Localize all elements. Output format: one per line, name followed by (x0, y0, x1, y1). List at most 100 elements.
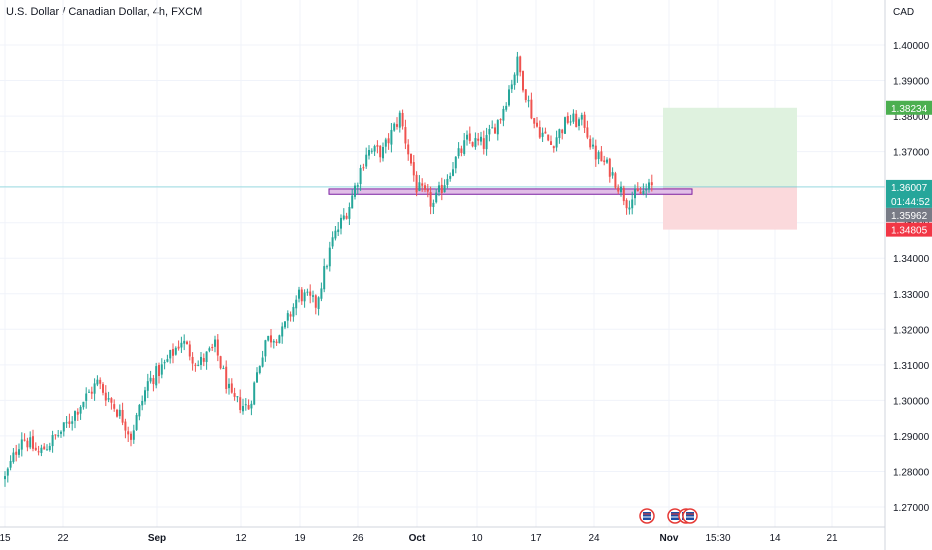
stop-price-tag-text: 1.34805 (891, 226, 928, 237)
candle-body (135, 415, 138, 430)
candle-body (575, 113, 578, 128)
candle-body (628, 207, 631, 210)
candle-body (233, 393, 236, 397)
candle-body (32, 436, 34, 449)
price-tick-label: 1.40000 (893, 41, 930, 52)
candle-body (202, 358, 205, 362)
candle-body (40, 447, 43, 453)
candle-body (124, 421, 127, 431)
price-tick-label: 1.38000 (893, 112, 930, 123)
candle-body (261, 357, 264, 367)
us-flag-icon[interactable] (639, 508, 655, 524)
candle-body (421, 183, 424, 186)
candle-body (242, 406, 244, 412)
grid (0, 0, 885, 527)
candle-body (26, 440, 29, 448)
candle-body (547, 134, 550, 141)
time-tick-label: 17 (530, 533, 542, 544)
candle-body (4, 476, 6, 480)
candle-body (121, 409, 124, 423)
time-axis[interactable]: 15 22 Sep 12 19 26 Oct 10 17 24 Nov 15:30 14 21 (0, 526, 885, 544)
candle-body (572, 113, 575, 122)
candle-body (648, 182, 650, 190)
candle-body (323, 266, 326, 290)
currency-label: CAD (893, 7, 914, 18)
candle-body (435, 192, 438, 203)
candle-body (510, 84, 513, 90)
candle-body (625, 200, 628, 209)
candle-body (163, 362, 166, 364)
candle-body (34, 447, 37, 451)
candle-body (71, 421, 74, 424)
candle-body (340, 217, 342, 229)
candle-body (617, 187, 620, 192)
us-flag-icon[interactable] (682, 508, 698, 524)
price-tick-label: 1.32000 (893, 325, 930, 336)
stop-price-tag-bg (886, 222, 932, 237)
zones-layer (0, 107, 885, 230)
candle-body (368, 150, 370, 156)
candle-body (6, 468, 9, 476)
flag-canton (686, 512, 694, 520)
candle-body (345, 215, 348, 219)
candle-body (188, 344, 191, 357)
candle-body (15, 451, 18, 455)
candle-body (496, 120, 499, 135)
price-axis[interactable]: CAD 1.27000 1.28000 1.29000 1.30000 1.31000 1.… (884, 0, 930, 550)
candle-body (592, 144, 594, 147)
time-tick-label: 19 (294, 533, 306, 544)
candle-body (317, 297, 320, 309)
candle-body (76, 411, 79, 415)
candle-body (370, 150, 373, 152)
time-tick-label: 22 (57, 533, 69, 544)
candle-body (362, 167, 365, 169)
candle-body (169, 349, 172, 359)
candle-body (650, 182, 653, 186)
candle-body (144, 390, 146, 402)
candle-body (594, 145, 597, 160)
candle-body (292, 306, 295, 317)
candle-body (65, 422, 68, 424)
candle-body (60, 431, 62, 434)
candle-body (289, 314, 292, 317)
support-zone (328, 188, 693, 195)
candle-body (334, 230, 337, 239)
candle-body (516, 56, 519, 76)
candle-body (286, 313, 289, 321)
candle-body (160, 364, 163, 375)
candle-body (267, 335, 270, 341)
candle-body (513, 74, 516, 86)
zone-price-tag-bg (886, 207, 932, 222)
candle-body (205, 351, 208, 363)
candle-body (342, 215, 345, 220)
candle-body (264, 340, 267, 357)
candle-body (527, 100, 530, 102)
candle-body (446, 178, 449, 185)
candle-body (82, 401, 85, 408)
candle-body (536, 122, 538, 127)
candle-body (281, 326, 284, 337)
flag-canton (671, 512, 679, 520)
candle-body (93, 383, 96, 394)
price-tags: 1.38234 1.36007 01:44:52 1.35962 1.34805 (886, 100, 932, 237)
candle-body (412, 162, 415, 176)
candle-body (284, 321, 286, 328)
candle-body (68, 421, 71, 424)
candle-body (393, 123, 396, 131)
candle-body (43, 446, 46, 450)
candle-body (485, 135, 488, 150)
price-tick-label: 1.29000 (893, 432, 930, 443)
candle-body (74, 411, 76, 421)
price-tick-label: 1.30000 (893, 396, 930, 407)
candle-body (552, 146, 555, 149)
candle-body (102, 384, 104, 393)
candle-body (138, 404, 141, 417)
candle-body (236, 396, 239, 398)
candle-body (597, 152, 600, 160)
candle-body (645, 189, 648, 191)
price-tick-label: 1.27000 (893, 503, 930, 514)
candle-body (23, 439, 26, 441)
candle-body (471, 142, 474, 147)
candle-body (155, 366, 158, 386)
